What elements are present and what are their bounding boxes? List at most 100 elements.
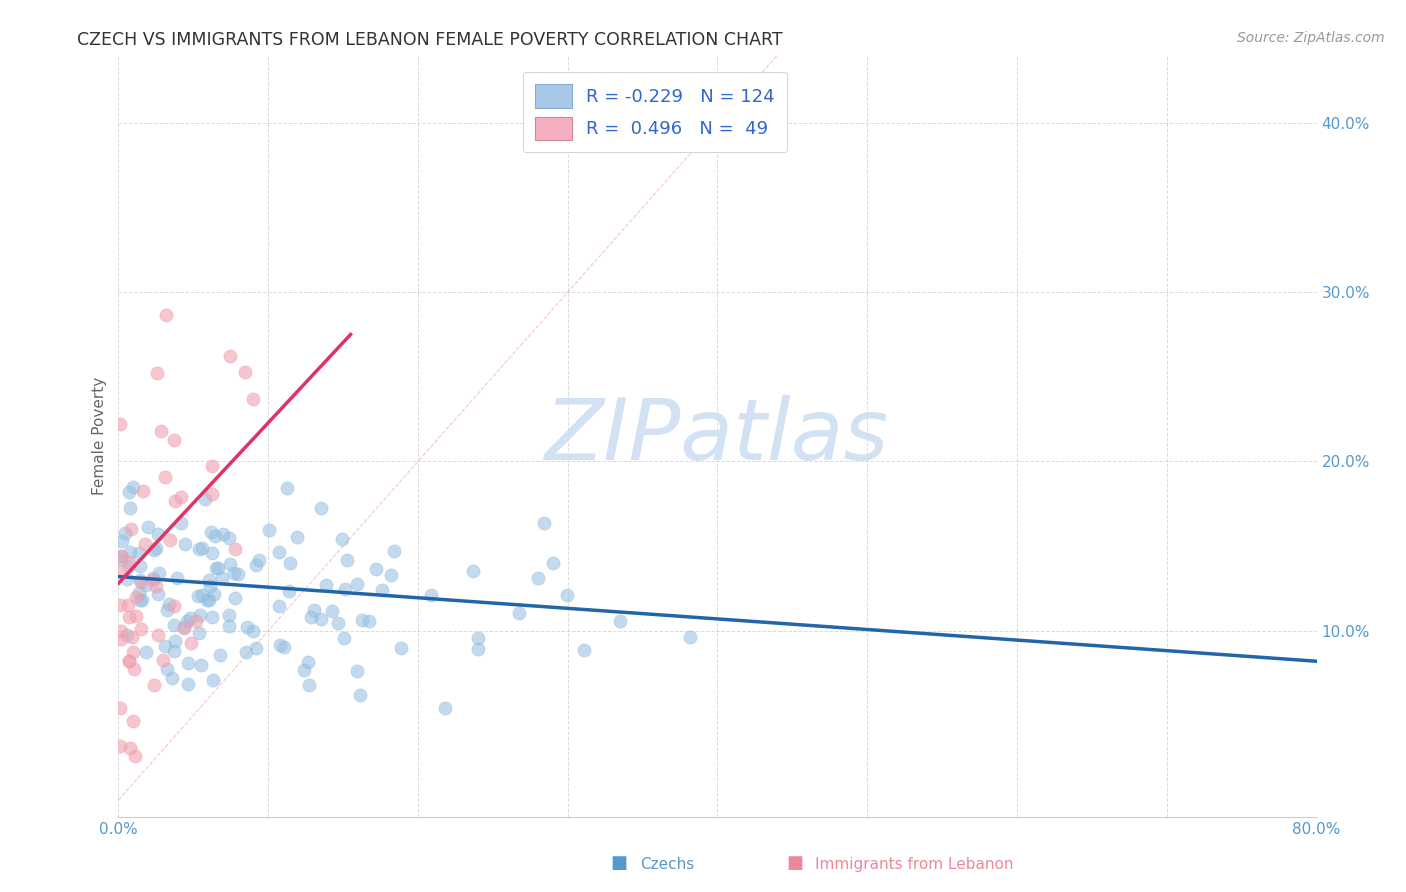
Point: [200, 524, 222, 539]
Point: [122, 479, 145, 493]
Point: [194, 492, 217, 507]
Point: [273, 640, 295, 654]
Point: [333, 631, 356, 645]
Point: [508, 607, 530, 621]
Point: [176, 614, 198, 628]
Point: [226, 567, 249, 582]
Point: [118, 741, 141, 756]
Point: [224, 591, 246, 606]
Point: [114, 525, 136, 540]
Point: [574, 642, 596, 657]
Point: [148, 566, 170, 581]
Point: [136, 519, 159, 533]
Legend: R = -0.229   N = 124, R =  0.496   N =  49: R = -0.229 N = 124, R = 0.496 N = 49: [523, 71, 787, 153]
Point: [190, 658, 212, 673]
Point: [201, 487, 224, 501]
Point: [150, 424, 173, 438]
Point: [202, 587, 225, 601]
Point: [298, 678, 321, 692]
Point: [297, 655, 319, 669]
Point: [242, 624, 264, 639]
Point: [280, 556, 302, 570]
Point: [120, 521, 142, 535]
Point: [267, 599, 290, 613]
Point: [245, 640, 267, 655]
Point: [321, 604, 343, 618]
Point: [609, 615, 631, 629]
Point: [177, 677, 200, 691]
Text: ■: ■: [610, 855, 627, 872]
Text: Immigrants from Lebanon: Immigrants from Lebanon: [815, 857, 1014, 872]
Point: [115, 628, 138, 642]
Point: [366, 562, 388, 576]
Point: [155, 309, 177, 323]
Point: [197, 593, 219, 607]
Point: [276, 481, 298, 495]
Point: [333, 582, 356, 596]
Point: [170, 516, 193, 530]
Point: [131, 575, 153, 590]
Point: [110, 552, 132, 566]
Point: [152, 653, 174, 667]
Point: [309, 500, 332, 515]
Point: [110, 632, 132, 646]
Point: [380, 567, 402, 582]
Point: [526, 571, 548, 585]
Point: [188, 608, 211, 623]
Point: [208, 648, 231, 663]
Point: [201, 673, 224, 687]
Point: [204, 561, 226, 575]
Point: [128, 546, 150, 560]
Point: [146, 367, 169, 381]
Point: [143, 543, 166, 558]
Point: [242, 392, 264, 406]
Point: [235, 645, 257, 659]
Point: [352, 613, 374, 627]
Point: [419, 589, 441, 603]
Point: [201, 458, 224, 473]
Point: [302, 603, 325, 617]
Point: [557, 588, 579, 602]
Point: [118, 610, 141, 624]
Point: [211, 571, 233, 585]
Point: [173, 536, 195, 550]
Point: [125, 591, 148, 605]
Point: [117, 598, 139, 612]
Point: [200, 579, 222, 593]
Point: [129, 622, 152, 636]
Point: [110, 549, 132, 563]
Point: [679, 630, 702, 644]
Point: [533, 516, 555, 530]
Point: [277, 584, 299, 599]
Point: [207, 560, 229, 574]
Point: [128, 574, 150, 588]
Point: [142, 571, 165, 585]
Point: [163, 599, 186, 613]
Point: [191, 588, 214, 602]
Point: [204, 528, 226, 542]
Point: [145, 541, 167, 555]
Point: [153, 470, 176, 484]
Point: [120, 501, 142, 516]
Point: [187, 626, 209, 640]
Point: [235, 620, 257, 634]
Point: [170, 490, 193, 504]
Point: [129, 559, 152, 574]
Point: [173, 621, 195, 635]
Point: [125, 608, 148, 623]
Point: [247, 553, 270, 567]
Point: [142, 678, 165, 692]
Point: [541, 557, 564, 571]
Point: [142, 574, 165, 588]
Point: [285, 530, 308, 544]
Point: [218, 619, 240, 633]
Text: ZIPatlas: ZIPatlas: [546, 394, 890, 477]
Point: [173, 619, 195, 633]
Point: [146, 527, 169, 541]
Point: [163, 634, 186, 648]
Point: [218, 531, 240, 545]
Point: [117, 654, 139, 668]
Point: [159, 533, 181, 547]
Point: [121, 630, 143, 644]
Point: [346, 664, 368, 678]
